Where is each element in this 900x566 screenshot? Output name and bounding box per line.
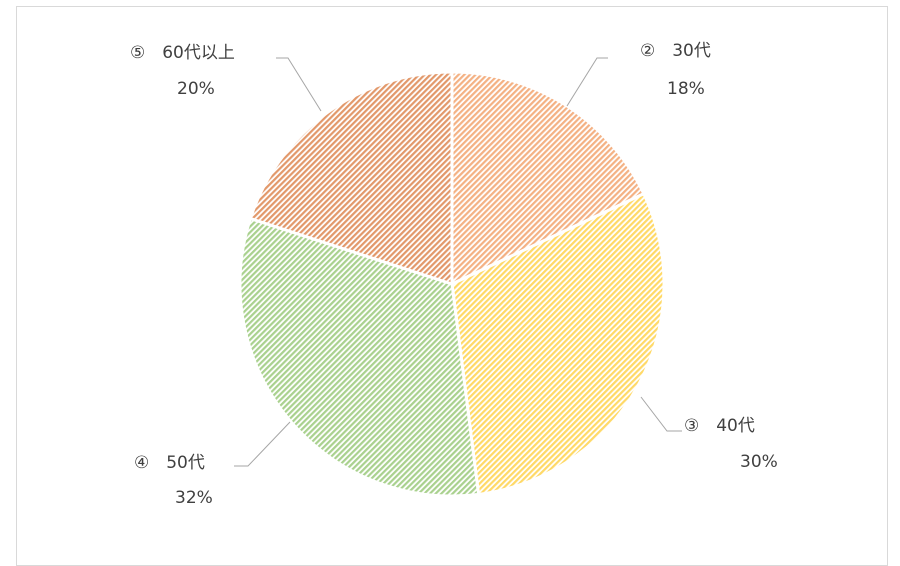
slice-category-label-1: ② 30代 xyxy=(640,41,711,61)
slice-percent-label-4: 20% xyxy=(177,79,215,99)
pie-slice-4 xyxy=(248,70,454,287)
slice-category-label-4: ⑤ 60代以上 xyxy=(130,43,235,63)
slice-category-label-2: ③ 40代 xyxy=(684,416,755,436)
leader-line-1 xyxy=(566,57,608,107)
pie-slice-3 xyxy=(238,216,481,498)
pie-slice-2 xyxy=(450,191,666,497)
leader-line-3 xyxy=(234,421,291,467)
slice-category-label-3: ④ 50代 xyxy=(134,453,205,473)
leader-line-2 xyxy=(640,396,682,432)
slice-percent-label-1: 18% xyxy=(667,79,705,99)
pie-chart: ② 30代 18% ③ 40代 30% ④ 50代 32% ⑤ 60代以上 20% xyxy=(130,41,778,508)
slice-percent-label-2: 30% xyxy=(740,452,778,472)
pie-slice-1 xyxy=(450,70,646,287)
slice-percent-label-3: 32% xyxy=(175,488,213,508)
leader-line-4 xyxy=(276,57,322,112)
